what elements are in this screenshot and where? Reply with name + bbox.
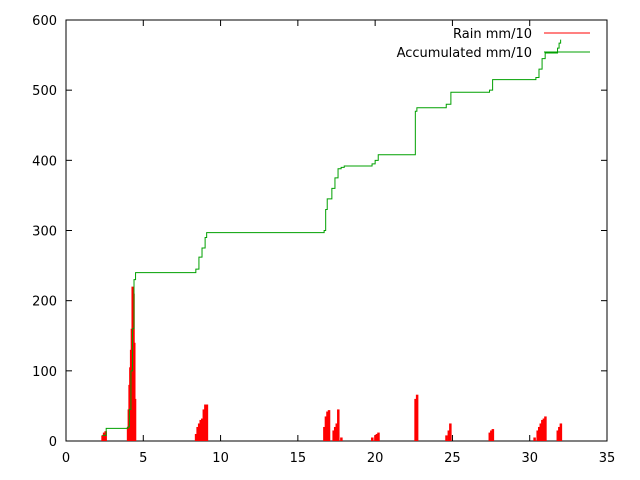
rain-impulse	[488, 432, 492, 441]
accumulated-series-line	[102, 39, 562, 436]
rain-impulse	[327, 410, 331, 441]
x-tick-label: 30	[521, 451, 538, 466]
x-axis-ticks: 0 5 10 15 20 25 30 35	[62, 20, 615, 466]
rain-impulse	[559, 423, 563, 441]
rain-impulse	[323, 426, 326, 441]
rain-impulse	[201, 418, 204, 441]
x-tick-label: 15	[290, 451, 307, 466]
y-axis-ticks: 0 100 200 300 400 500 600	[32, 14, 607, 450]
rain-impulse	[374, 435, 377, 441]
rain-impulse	[337, 409, 340, 441]
rain-impulse	[133, 398, 137, 441]
rain-impulse	[491, 429, 495, 441]
rain-impulse	[371, 437, 374, 441]
rain-impulse	[539, 423, 543, 441]
rain-impulse	[556, 430, 560, 441]
rain-impulse	[542, 418, 546, 441]
y-tick-label: 600	[32, 14, 57, 29]
rain-impulse	[541, 419, 544, 441]
x-tick-label: 20	[367, 451, 384, 466]
rain-impulse	[133, 342, 136, 441]
rain-impulse	[558, 426, 561, 441]
rain-impulse	[333, 426, 337, 441]
rain-impulse	[326, 411, 329, 441]
rain-impulse	[202, 409, 206, 441]
rain-impulse	[414, 398, 417, 441]
x-tick-label: 10	[212, 451, 229, 466]
rain-impulse	[324, 416, 328, 441]
rain-impulse	[101, 435, 104, 441]
rain-impulse	[544, 416, 547, 441]
rain-impulse	[537, 426, 541, 441]
rain-impulse	[332, 430, 335, 441]
y-tick-label: 0	[49, 435, 57, 450]
rain-impulse	[447, 430, 451, 441]
x-tick-label: 0	[62, 451, 70, 466]
x-tick-label: 25	[444, 451, 461, 466]
y-tick-label: 200	[32, 295, 57, 310]
rain-impulse	[536, 430, 539, 441]
rain-impulse	[104, 431, 107, 441]
rain-impulse	[445, 435, 448, 441]
rain-impulse	[449, 423, 452, 441]
x-tick-label: 35	[599, 451, 616, 466]
legend: Rain mm/10 Accumulated mm/10	[397, 27, 590, 61]
rain-impulse	[533, 437, 536, 441]
y-tick-label: 500	[32, 84, 57, 99]
y-tick-label: 300	[32, 225, 57, 240]
rain-impulse	[194, 433, 198, 441]
rain-series	[101, 286, 563, 441]
rain-impulse	[415, 394, 419, 441]
rain-impulse	[196, 426, 199, 441]
x-tick-label: 5	[139, 451, 147, 466]
rain-impulse	[490, 430, 493, 441]
plot-frame	[65, 19, 608, 442]
rain-impulse	[199, 419, 202, 441]
y-tick-label: 100	[32, 365, 57, 380]
legend-label-rain: Rain mm/10	[453, 27, 532, 42]
legend-label-accumulated: Accumulated mm/10	[397, 46, 532, 61]
rain-impulse	[204, 404, 207, 441]
y-tick-label: 400	[32, 154, 57, 169]
rain-impulse	[377, 432, 380, 441]
rain-impulse	[102, 432, 106, 441]
rain-impulse	[375, 433, 379, 441]
rain-impulse	[335, 423, 338, 441]
rain-impulse	[197, 423, 201, 441]
rain-impulse	[205, 404, 209, 441]
rain-impulse	[340, 437, 343, 441]
